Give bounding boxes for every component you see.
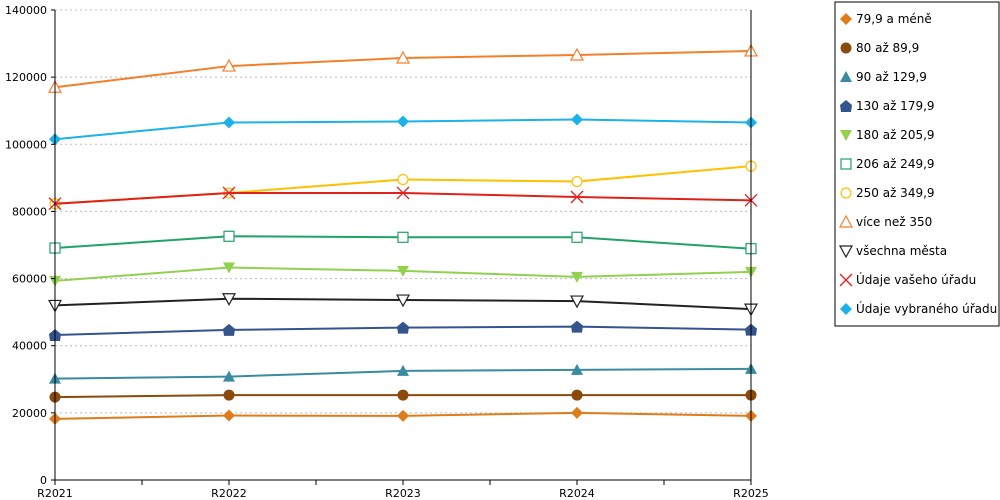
legend-label: 130 až 179,9 [856, 99, 935, 113]
legend-marker [840, 71, 852, 82]
legend-marker [839, 273, 853, 287]
series-layer [47, 43, 759, 425]
legend-item: 250 až 349,9 [840, 186, 935, 200]
data-point [569, 47, 585, 61]
data-point [397, 389, 409, 401]
series-2 [49, 362, 757, 384]
data-point [395, 50, 411, 64]
legend-item: 90 až 129,9 [840, 70, 927, 84]
legend-label: 79,9 a méně [856, 12, 932, 26]
series-7 [47, 43, 759, 93]
legend-label: 206 až 249,9 [856, 157, 935, 171]
legend-label: 250 až 349,9 [856, 186, 935, 200]
legend-label: více než 350 [856, 215, 932, 229]
x-tick-label: R2023 [385, 487, 421, 500]
series-8 [47, 293, 759, 317]
data-point [571, 231, 583, 243]
data-point [223, 389, 235, 401]
legend-item: Údaje vybraného úřadu [840, 301, 997, 316]
data-point [223, 409, 235, 422]
data-point [397, 231, 409, 243]
data-point [571, 113, 583, 126]
series-9 [48, 186, 758, 211]
y-tick-label: 100000 [5, 138, 47, 151]
legend-marker [840, 100, 852, 112]
x-tick-label: R2025 [733, 487, 769, 500]
data-point [571, 271, 583, 283]
data-point [571, 389, 583, 401]
data-point [397, 321, 409, 334]
legend-marker [840, 187, 852, 199]
legend-marker [840, 130, 852, 141]
data-point [396, 186, 410, 200]
data-point [571, 406, 583, 419]
legend-label: 180 až 205,9 [856, 128, 935, 142]
series-6 [49, 160, 757, 210]
data-point [223, 370, 235, 382]
legend-item: všechna města [838, 244, 947, 259]
series-line [54, 191, 752, 205]
data-point [571, 363, 583, 375]
data-point [397, 115, 409, 128]
legend-marker [840, 13, 852, 25]
y-tick-label: 40000 [12, 340, 47, 353]
data-point [397, 265, 409, 277]
legend-label: všechna města [856, 244, 947, 258]
x-tick-label: R2024 [559, 487, 595, 500]
legend-item: 80 až 89,9 [840, 41, 919, 55]
legend-marker [840, 42, 852, 54]
data-point [397, 173, 409, 186]
series-4 [49, 262, 757, 287]
legend-item: více než 350 [838, 214, 932, 229]
data-point [223, 116, 235, 129]
data-point [569, 295, 585, 309]
series-1 [49, 389, 757, 403]
y-tick-label: 60000 [12, 273, 47, 286]
legend-marker [840, 158, 852, 170]
axes: 0 20000 40000 60000 80000 100000 120000 140000 R… [5, 4, 769, 500]
data-point [395, 294, 411, 308]
data-point [221, 58, 237, 72]
series-0 [49, 406, 757, 425]
y-tick-label: 20000 [12, 407, 47, 420]
y-tick-label: 0 [40, 474, 47, 487]
legend-item: 180 až 205,9 [840, 128, 935, 142]
series-10 [49, 113, 757, 146]
y-tick-label: 120000 [5, 71, 47, 84]
legend-box [834, 1, 1000, 327]
legend-label: 80 až 89,9 [856, 41, 919, 55]
data-point [570, 190, 584, 204]
data-point [397, 409, 409, 422]
legend-marker [838, 245, 854, 259]
legend-item: 79,9 a méně [840, 12, 932, 26]
legend-label: 90 až 129,9 [856, 70, 927, 84]
data-point [222, 186, 236, 200]
x-tick-label: R2021 [37, 487, 73, 500]
data-point [221, 293, 237, 306]
series-5 [49, 230, 757, 255]
data-point [223, 323, 235, 336]
data-point [571, 175, 583, 188]
y-tick-label: 80000 [12, 205, 47, 218]
legend-marker [840, 303, 852, 315]
data-point [397, 364, 409, 376]
legend-marker [838, 214, 854, 228]
series-3 [49, 320, 757, 341]
legend-item: 130 až 179,9 [840, 99, 935, 113]
data-point [571, 320, 583, 333]
y-tick-label: 140000 [5, 4, 47, 17]
data-point [223, 230, 235, 242]
data-point [223, 262, 235, 274]
legend-item: 206 až 249,9 [840, 157, 935, 171]
legend-item: Údaje vašeho úřadu [839, 272, 976, 287]
legend-label: Údaje vašeho úřadu [856, 272, 976, 287]
legend-label: Údaje vybraného úřadu [856, 301, 997, 316]
legend: 79,9 a méně 80 až 89,9 90 až 129,9 130 až 1… [834, 1, 1000, 327]
x-tick-label: R2022 [211, 487, 247, 500]
grid [55, 9, 751, 414]
